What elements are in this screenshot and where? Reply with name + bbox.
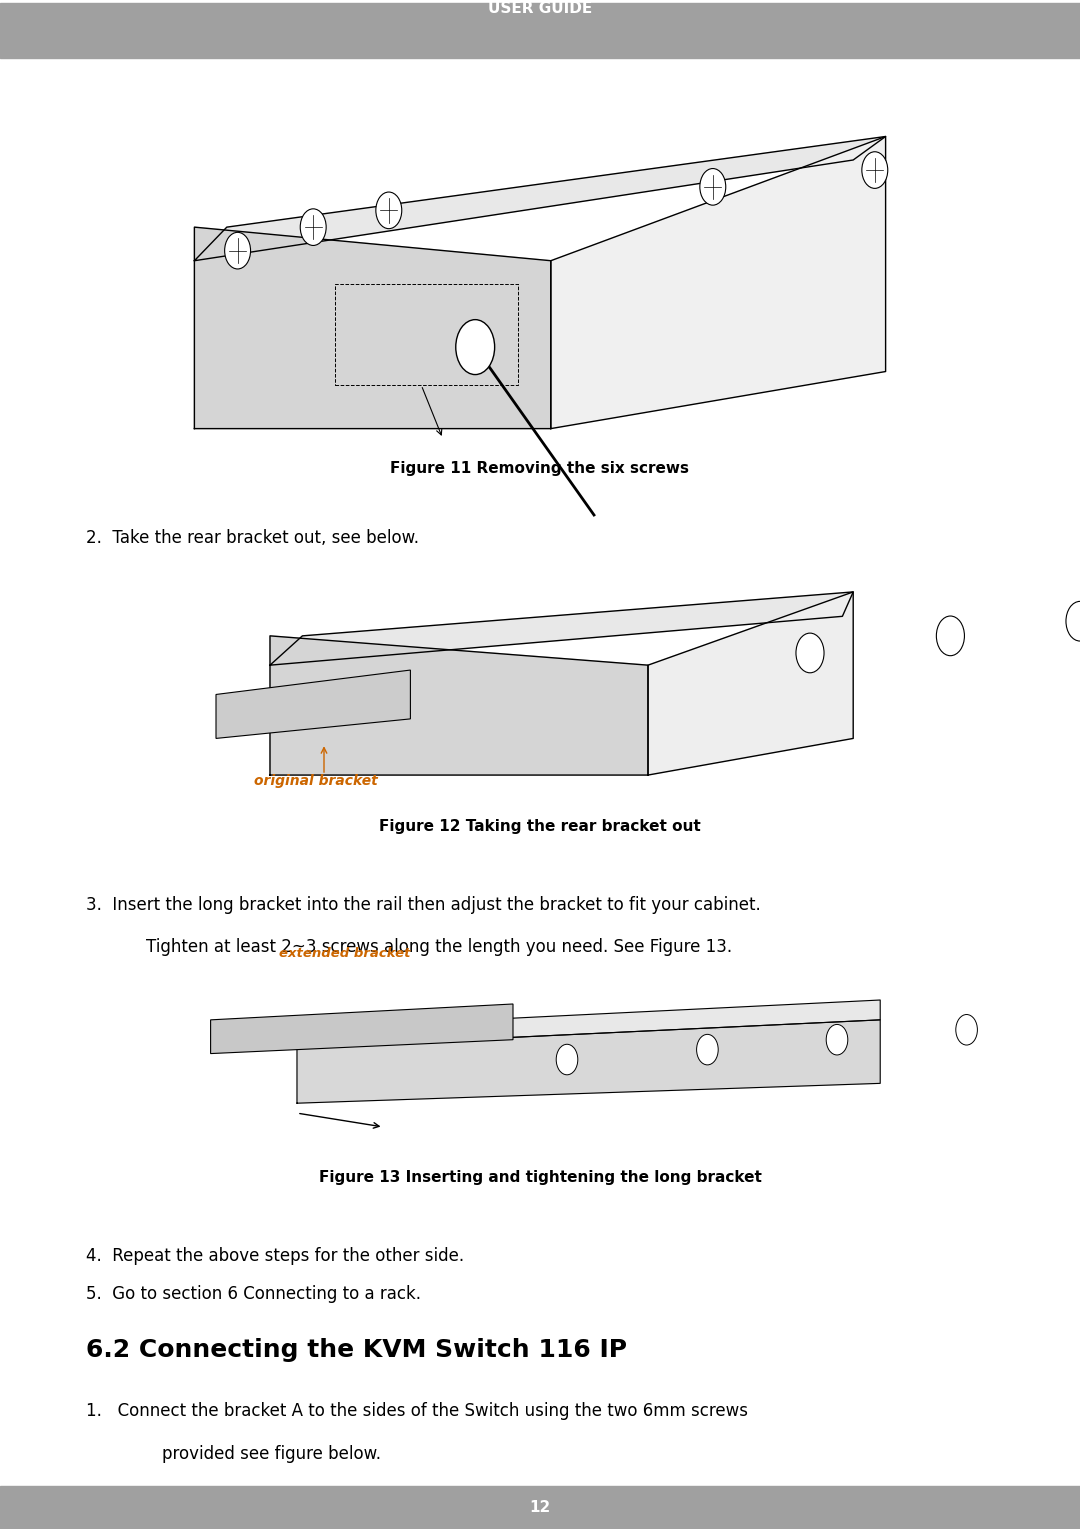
Text: USER GUIDE: USER GUIDE — [488, 2, 592, 17]
Text: 5.  Go to section 6 Connecting to a rack.: 5. Go to section 6 Connecting to a rack. — [86, 1284, 421, 1303]
Polygon shape — [270, 636, 648, 775]
Circle shape — [700, 168, 726, 205]
Circle shape — [862, 151, 888, 188]
Polygon shape — [297, 1020, 880, 1104]
Circle shape — [1066, 601, 1080, 641]
Text: 1.   Connect the bracket A to the sides of the Switch using the two 6mm screws: 1. Connect the bracket A to the sides of… — [86, 1402, 748, 1420]
Circle shape — [956, 1015, 977, 1044]
Text: Figure 13 Inserting and tightening the long bracket: Figure 13 Inserting and tightening the l… — [319, 1170, 761, 1185]
Text: 2.  Take the rear bracket out, see below.: 2. Take the rear bracket out, see below. — [86, 529, 419, 547]
Circle shape — [826, 1024, 848, 1055]
Bar — [0, 3, 1080, 58]
Circle shape — [456, 320, 495, 375]
Circle shape — [796, 633, 824, 673]
Polygon shape — [194, 136, 886, 261]
Bar — [0, 1486, 1080, 1529]
Circle shape — [936, 616, 964, 656]
Polygon shape — [211, 1005, 513, 1053]
Text: provided see figure below.: provided see figure below. — [162, 1445, 381, 1463]
Polygon shape — [216, 670, 410, 739]
Text: 3.  Insert the long bracket into the rail then adjust the bracket to fit your ca: 3. Insert the long bracket into the rail… — [86, 896, 761, 914]
Polygon shape — [551, 136, 886, 428]
Text: Figure 11 Removing the six screws: Figure 11 Removing the six screws — [391, 460, 689, 476]
Text: 12: 12 — [529, 1500, 551, 1515]
Circle shape — [556, 1044, 578, 1075]
Text: Tighten at least 2~3 screws along the length you need. See Figure 13.: Tighten at least 2~3 screws along the le… — [146, 939, 732, 956]
Polygon shape — [194, 228, 551, 428]
Text: 4.  Repeat the above steps for the other side.: 4. Repeat the above steps for the other … — [86, 1246, 464, 1264]
Polygon shape — [648, 592, 853, 775]
Circle shape — [376, 193, 402, 229]
Circle shape — [300, 209, 326, 246]
Text: extended bracket: extended bracket — [279, 946, 410, 960]
Polygon shape — [297, 1000, 880, 1047]
Text: Figure 12 Taking the rear bracket out: Figure 12 Taking the rear bracket out — [379, 820, 701, 835]
Text: original bracket: original bracket — [254, 774, 378, 787]
Polygon shape — [270, 592, 853, 665]
Circle shape — [225, 232, 251, 269]
Circle shape — [697, 1034, 718, 1064]
Text: 6.2 Connecting the KVM Switch 116 IP: 6.2 Connecting the KVM Switch 116 IP — [86, 1338, 627, 1362]
